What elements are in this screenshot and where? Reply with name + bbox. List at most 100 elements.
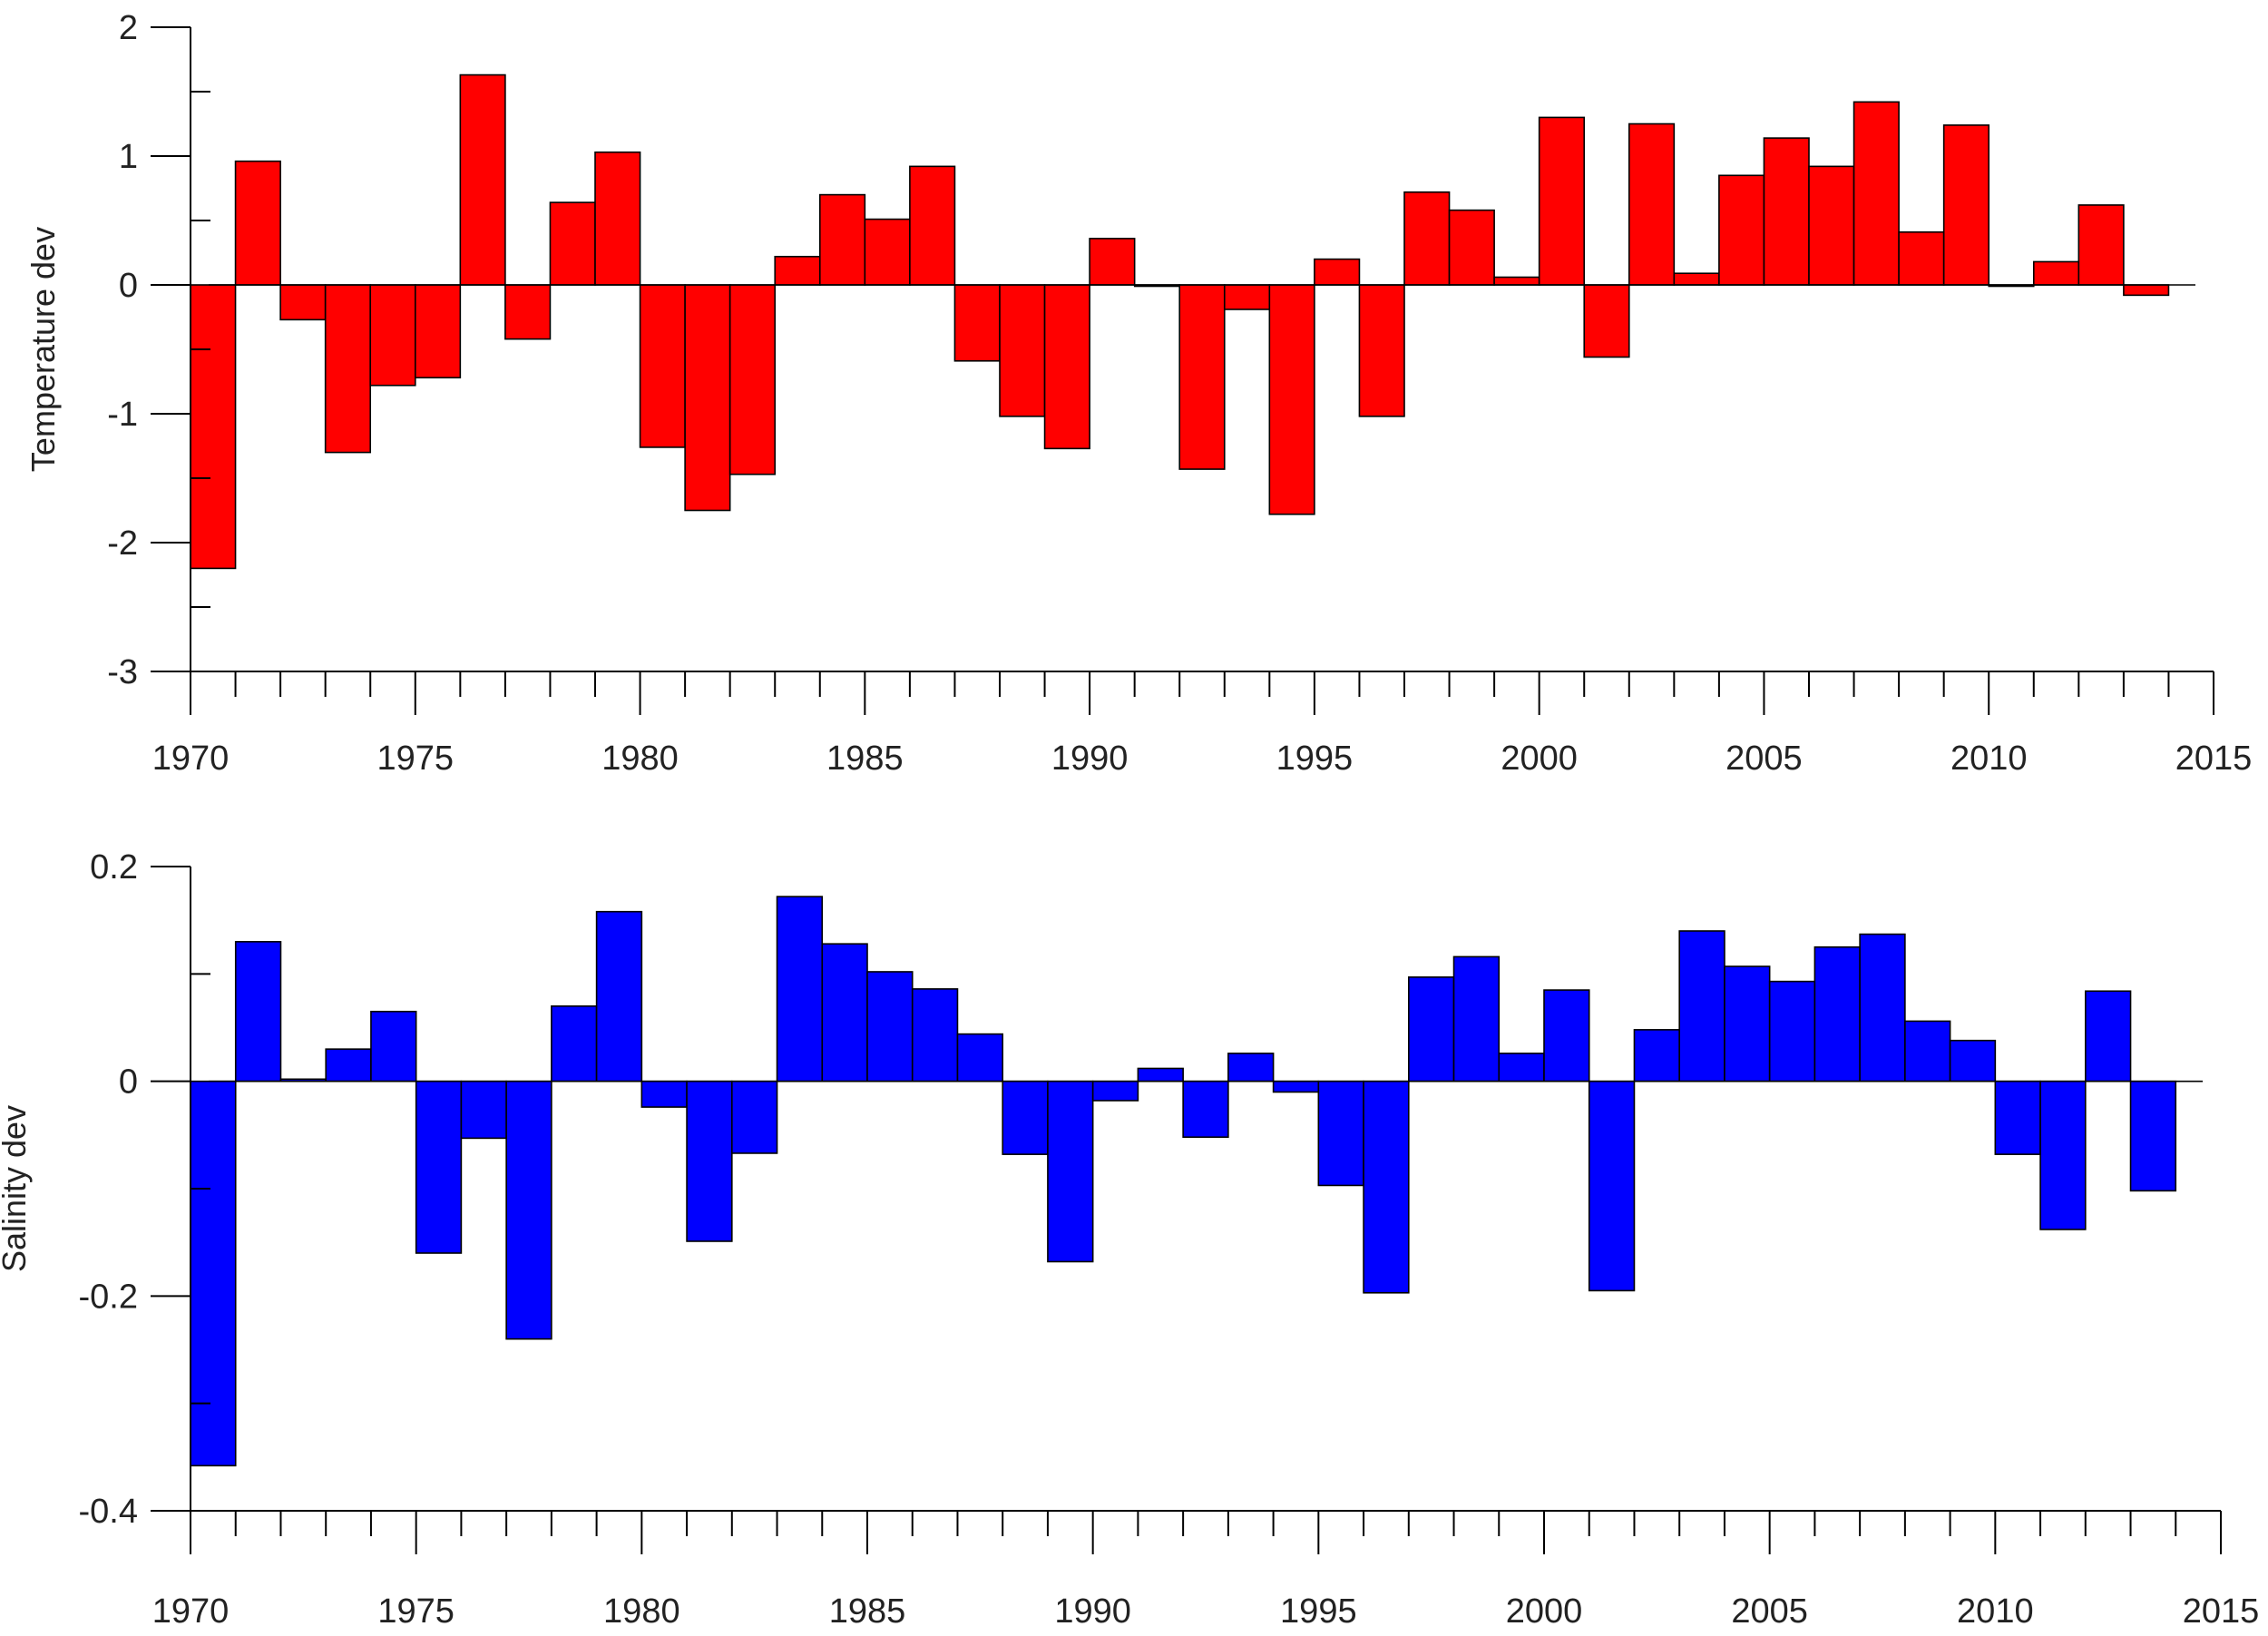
temperature-x-tick-label: 2015 <box>2175 740 2253 778</box>
temperature-bar-1998 <box>1403 191 1451 286</box>
temperature-bar-1989 <box>999 284 1046 417</box>
temperature-bar-1990 <box>1043 284 1090 450</box>
salinity-bar-1984 <box>776 896 824 1083</box>
temperature-bar-2007 <box>1808 165 1855 286</box>
temperature-x-tick-label: 1975 <box>377 740 455 778</box>
salinity-bar-2004 <box>1678 930 1725 1083</box>
temperature-bar-2000 <box>1493 276 1540 286</box>
salinity-bar-1995 <box>1272 1080 1320 1093</box>
temperature-y-tick-label: 2 <box>119 9 138 47</box>
salinity-x-tick-label: 1995 <box>1280 1592 1357 1631</box>
salinity-x-tick-label: 1990 <box>1054 1592 1131 1631</box>
temperature-x-tick-label: 1970 <box>152 740 230 778</box>
temperature-bar-2004 <box>1673 272 1720 286</box>
temperature-bar-1991 <box>1089 238 1136 286</box>
temperature-x-tick-label: 1990 <box>1051 740 1129 778</box>
temperature-x-tick-label: 2005 <box>1725 740 1803 778</box>
salinity-bar-1975 <box>370 1010 417 1083</box>
temperature-bar-2008 <box>1853 101 1900 286</box>
salinity-bar-1993 <box>1182 1080 1229 1138</box>
salinity-x-tick-label: 2015 <box>2183 1592 2260 1631</box>
salinity-x-tick-label: 1975 <box>377 1592 455 1631</box>
salinity-bar-2012 <box>2039 1080 2087 1230</box>
temperature-bar-1987 <box>909 165 956 286</box>
salinity-bar-2011 <box>1994 1080 2041 1155</box>
salinity-bar-2002 <box>1588 1080 1636 1292</box>
temperature-x-tick-label: 2000 <box>1501 740 1578 778</box>
temperature-bar-1996 <box>1314 258 1361 286</box>
salinity-bar-1997 <box>1363 1080 1410 1294</box>
temperature-bar-2005 <box>1718 174 1765 286</box>
temperature-bar-1978 <box>504 284 552 340</box>
salinity-bar-1990 <box>1047 1080 1094 1263</box>
salinity-x-tick-label: 1985 <box>829 1592 906 1631</box>
salinity-y-tick-label: -0.2 <box>79 1278 138 1316</box>
temperature-bar-2014 <box>2123 284 2170 297</box>
temperature-y-tick-label: 1 <box>119 138 138 176</box>
temperature-bar-1974 <box>324 284 372 454</box>
temperature-x-tick-label: 1985 <box>826 740 904 778</box>
temperature-bar-1977 <box>459 73 506 286</box>
salinity-y-tick-label: -0.4 <box>79 1493 138 1531</box>
salinity-x-tick-label: 2005 <box>1731 1592 1808 1631</box>
temperature-bar-1979 <box>549 201 596 286</box>
salinity-bar-1994 <box>1227 1053 1275 1083</box>
salinity-x-tick-label: 1980 <box>603 1592 680 1631</box>
temperature-bar-1976 <box>414 284 462 379</box>
salinity-bar-2006 <box>1768 980 1816 1083</box>
temperature-bar-2010 <box>1942 124 1990 286</box>
temperature-bar-2006 <box>1763 137 1810 286</box>
salinity-bar-2003 <box>1633 1029 1681 1083</box>
temperature-x-tick-label: 2010 <box>1950 740 2028 778</box>
temperature-bar-1971 <box>190 284 237 570</box>
temperature-bar-2013 <box>2077 204 2125 286</box>
temperature-bar-1983 <box>728 284 777 475</box>
salinity-bar-1992 <box>1137 1067 1184 1083</box>
salinity-bar-1977 <box>460 1080 507 1140</box>
salinity-y-tick-label: 0.2 <box>90 848 138 887</box>
salinity-bar-1991 <box>1091 1080 1139 1102</box>
temperature-bar-1997 <box>1358 284 1405 417</box>
salinity-bar-2010 <box>1949 1039 1997 1083</box>
salinity-bar-1976 <box>415 1080 463 1254</box>
salinity-bar-1983 <box>730 1080 778 1154</box>
salinity-bar-1998 <box>1408 976 1455 1083</box>
salinity-bar-2000 <box>1498 1053 1545 1083</box>
salinity-bar-2005 <box>1724 965 1771 1083</box>
salinity-bar-2014 <box>2129 1080 2177 1192</box>
salinity-bar-1981 <box>640 1080 688 1108</box>
salinity-bar-2007 <box>1813 945 1861 1083</box>
temperature-y-tick-label: -1 <box>107 396 138 434</box>
temperature-bar-1972 <box>234 160 281 286</box>
salinity-y-axis-title: Salinity dev <box>0 1105 33 1272</box>
salinity-y-tick-label: 0 <box>119 1063 138 1102</box>
temperature-bar-1984 <box>774 255 821 286</box>
temperature-bar-2001 <box>1538 116 1586 286</box>
temperature-y-tick-label: -3 <box>107 653 138 691</box>
salinity-bar-1980 <box>595 910 643 1083</box>
temperature-bar-2003 <box>1628 122 1676 286</box>
salinity-x-tick-label: 2000 <box>1506 1592 1583 1631</box>
salinity-bar-2001 <box>1543 989 1590 1083</box>
temperature-bar-1993 <box>1178 284 1226 470</box>
salinity-bar-1996 <box>1317 1080 1364 1187</box>
salinity-bar-1986 <box>866 971 914 1083</box>
temperature-bar-1975 <box>369 284 416 387</box>
salinity-bar-1989 <box>1002 1080 1049 1155</box>
salinity-bar-1999 <box>1452 955 1501 1083</box>
temperature-bar-2002 <box>1583 284 1630 358</box>
temperature-panel: 2 1 0 -1 -2 -3 1970 1975 1980 1985 1990 1995 2000 200… <box>24 9 2252 778</box>
temperature-bar-1980 <box>594 151 641 286</box>
salinity-x-tick-label: 2010 <box>1957 1592 2034 1631</box>
salinity-bar-1982 <box>686 1080 733 1242</box>
salinity-bar-1974 <box>325 1048 372 1083</box>
salinity-bar-1972 <box>234 941 282 1083</box>
temperature-bar-1982 <box>684 284 731 512</box>
temperature-bar-1988 <box>953 284 1001 362</box>
salinity-bar-2008 <box>1859 933 1906 1083</box>
temperature-bar-1986 <box>864 218 911 286</box>
temperature-y-tick-label: -2 <box>107 524 138 563</box>
salinity-bar-1979 <box>551 1005 598 1083</box>
salinity-bar-1978 <box>505 1080 552 1340</box>
